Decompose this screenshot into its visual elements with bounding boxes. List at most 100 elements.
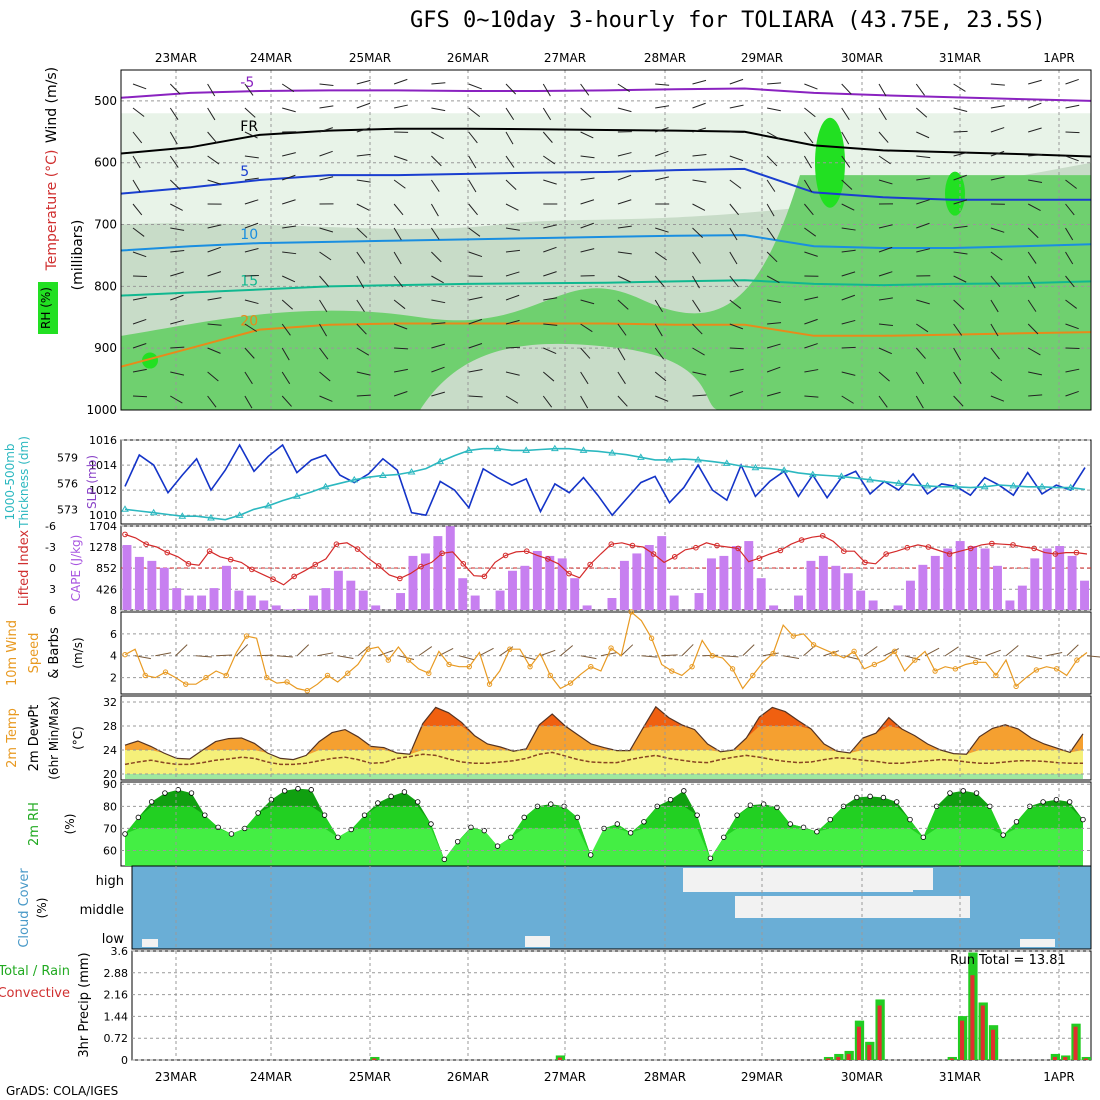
wind-barb xyxy=(692,347,705,356)
data-point xyxy=(1000,832,1006,838)
data-point xyxy=(407,468,416,475)
precip-bar-convective xyxy=(990,1029,996,1060)
wind-barb xyxy=(617,83,630,92)
wind-barb xyxy=(132,342,147,349)
wind-barb xyxy=(468,179,477,193)
cloud-tick: low xyxy=(102,932,125,947)
wind-barb xyxy=(543,323,558,326)
wind-barb xyxy=(505,346,521,349)
cape-bar xyxy=(669,595,679,610)
precip-bar-convective xyxy=(557,1057,563,1060)
wind-barb xyxy=(1065,203,1075,216)
precip-bar-convective xyxy=(1063,1056,1068,1060)
wind-barb xyxy=(169,131,178,145)
rh-tick: 70 xyxy=(103,822,117,835)
wind-barb xyxy=(1065,347,1080,350)
date-label-bottom: 25MAR xyxy=(349,1070,391,1084)
cape-bar xyxy=(134,556,144,610)
wind-barb xyxy=(580,155,595,159)
wind-barb xyxy=(729,104,744,109)
wind-barb xyxy=(617,199,632,205)
wind-barb xyxy=(175,644,188,657)
wind-barb xyxy=(356,227,368,238)
wind-barb xyxy=(479,647,494,657)
date-label-bottom: 1APR xyxy=(1043,1070,1074,1084)
wind-barb xyxy=(393,275,404,288)
wind-barb xyxy=(1065,104,1080,109)
wind-barb xyxy=(244,323,257,332)
data-point xyxy=(175,787,181,793)
cloud-tick: high xyxy=(96,874,124,889)
cloud-tick: middle xyxy=(80,903,124,918)
cape-bar xyxy=(396,593,406,610)
axis-title-unit: (m/s) xyxy=(71,637,85,668)
wind-barb xyxy=(276,655,293,658)
wind-barb xyxy=(169,83,181,95)
thickness-tick: 576 xyxy=(57,477,78,490)
wind-barb xyxy=(281,299,294,310)
wind-barb xyxy=(505,131,514,145)
data-point xyxy=(952,666,959,672)
cape-bar xyxy=(420,553,430,610)
wind-barb xyxy=(459,655,475,661)
wind-barb xyxy=(654,323,663,337)
wind-barb xyxy=(543,271,557,277)
wind-barb xyxy=(319,299,328,313)
wind-barb xyxy=(393,203,404,216)
data-point xyxy=(521,814,527,821)
data-point xyxy=(883,551,889,557)
wind-barb xyxy=(356,102,371,109)
data-point xyxy=(614,821,621,827)
wind-barb xyxy=(169,107,179,120)
data-point xyxy=(523,548,530,555)
wind-barb xyxy=(431,322,446,325)
wind-barb xyxy=(431,107,446,112)
wind-barb xyxy=(1027,251,1037,264)
axis-title-rh2m: 2m RH xyxy=(27,802,42,846)
wind-barb xyxy=(542,107,552,121)
data-point xyxy=(1013,819,1020,825)
cape-bar xyxy=(1017,585,1027,610)
data-point xyxy=(454,838,461,845)
cape-bar xyxy=(309,595,318,610)
wind-barb xyxy=(722,655,739,658)
date-label-top: 27MAR xyxy=(544,51,586,65)
wind-barb xyxy=(729,179,742,189)
lifted-tick: -6 xyxy=(45,520,56,533)
data-point xyxy=(481,827,487,834)
wind-barb xyxy=(878,224,893,229)
wind-barb xyxy=(766,131,780,140)
wind-barb xyxy=(393,299,406,310)
data-point xyxy=(827,816,833,823)
data-point xyxy=(689,663,695,670)
date-label-top: 1APR xyxy=(1043,51,1074,65)
wind-barb xyxy=(542,131,553,143)
axis-title-barbs: & Barbs xyxy=(47,627,62,679)
wind-barb xyxy=(990,127,1005,133)
precip-bar-convective xyxy=(980,1005,985,1060)
cape-bar xyxy=(433,536,443,610)
cloud-high xyxy=(683,868,913,892)
wind-barb xyxy=(1065,390,1079,397)
pressure-tick: 1000 xyxy=(86,403,117,417)
wind-barb xyxy=(804,395,819,398)
wind-barb xyxy=(505,155,515,168)
wind-barb xyxy=(207,371,219,382)
data-point xyxy=(508,834,514,840)
wind-barb xyxy=(878,131,889,143)
data-point xyxy=(308,787,314,793)
data-point xyxy=(1053,666,1060,672)
data-point xyxy=(255,810,261,816)
data-point xyxy=(993,672,999,679)
wind-barb xyxy=(244,347,255,359)
data-point xyxy=(871,661,878,668)
wind-barb xyxy=(990,227,1005,233)
wind-tick: 2 xyxy=(110,672,117,685)
data-point xyxy=(819,533,826,539)
data-point xyxy=(837,472,846,479)
lifted-tick: -3 xyxy=(45,541,56,554)
series-line xyxy=(124,443,1086,517)
data-point xyxy=(203,674,209,681)
wind-barb xyxy=(953,275,967,283)
data-point xyxy=(149,508,158,516)
